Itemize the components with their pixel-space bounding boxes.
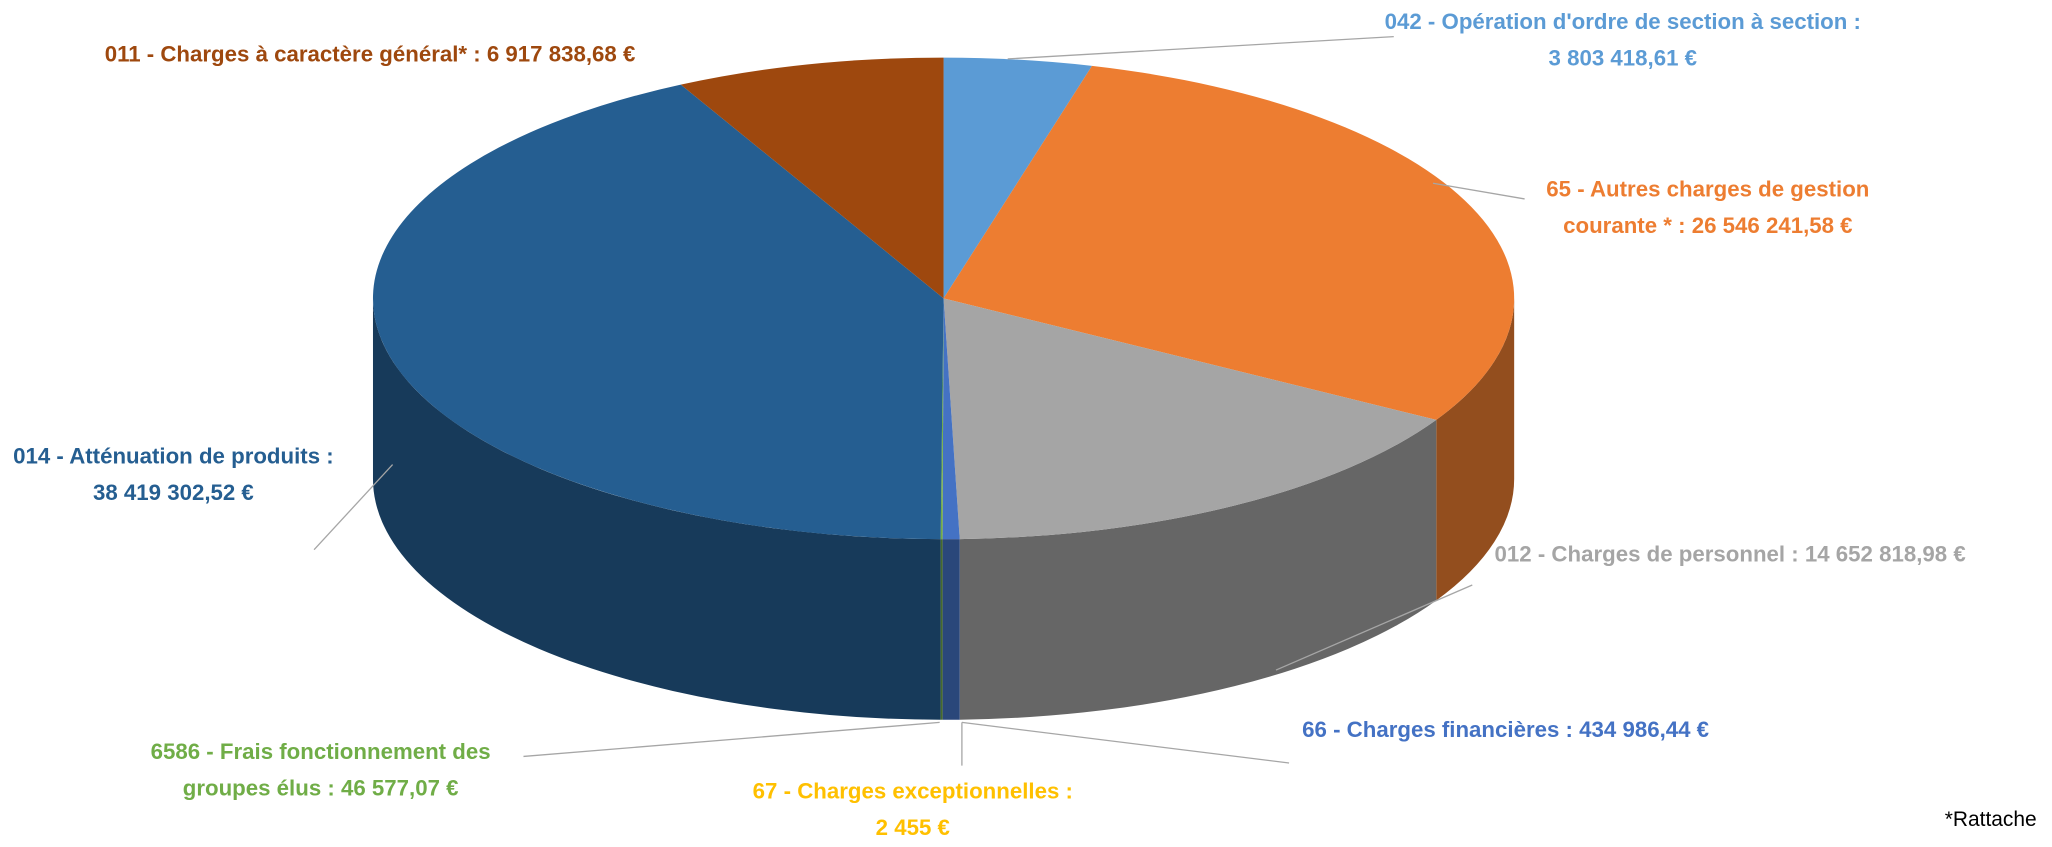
value-label: 46 577,07 € <box>341 776 459 801</box>
category-name: 011 - Charges à caractère général* : <box>105 42 481 67</box>
value-label: 3 803 418,61 € <box>1549 46 1697 71</box>
value-label: 14 652 818,98 € <box>1805 542 1966 567</box>
category-name: 012 - Charges de personnel : <box>1495 542 1799 567</box>
value-label: 38 419 302,52 € <box>93 480 254 505</box>
footnote: *Rattache <box>1945 809 2037 833</box>
data-label: 012 - Charges de personnel : 14 652 818,… <box>1495 537 2052 574</box>
data-label: 014 - Atténuation de produits : 38 419 3… <box>7 438 341 511</box>
value-label: 2 455 € <box>876 815 950 840</box>
slice-side <box>943 539 960 720</box>
value-label: 434 986,44 € <box>1579 717 1709 742</box>
value-label: 6 917 838,68 € <box>487 42 635 67</box>
category-name: 042 - Opération d'ordre de section à sec… <box>1385 9 1861 34</box>
slice-side <box>941 539 943 720</box>
data-label: 65 - Autres charges de gestion courante … <box>1498 171 1917 244</box>
category-name: 014 - Atténuation de produits : <box>13 444 334 469</box>
leader-line <box>523 722 939 756</box>
data-label: 042 - Opération d'ordre de section à sec… <box>1361 4 1884 77</box>
category-name: 67 - Charges exceptionnelles : <box>753 779 1073 804</box>
value-label: 26 546 241,58 € <box>1692 213 1853 238</box>
data-label: 67 - Charges exceptionnelles : 2 455 € <box>713 773 1112 846</box>
data-label: 6586 - Frais fonctionnement des groupes … <box>111 734 530 807</box>
data-label: 011 - Charges à caractère général* : 6 9… <box>105 37 759 74</box>
leader-line <box>1008 37 1394 59</box>
leader-line <box>962 722 1289 763</box>
category-name: 66 - Charges financières : <box>1302 717 1573 742</box>
data-label: 66 - Charges financières : 434 986,44 € <box>1302 712 1825 749</box>
